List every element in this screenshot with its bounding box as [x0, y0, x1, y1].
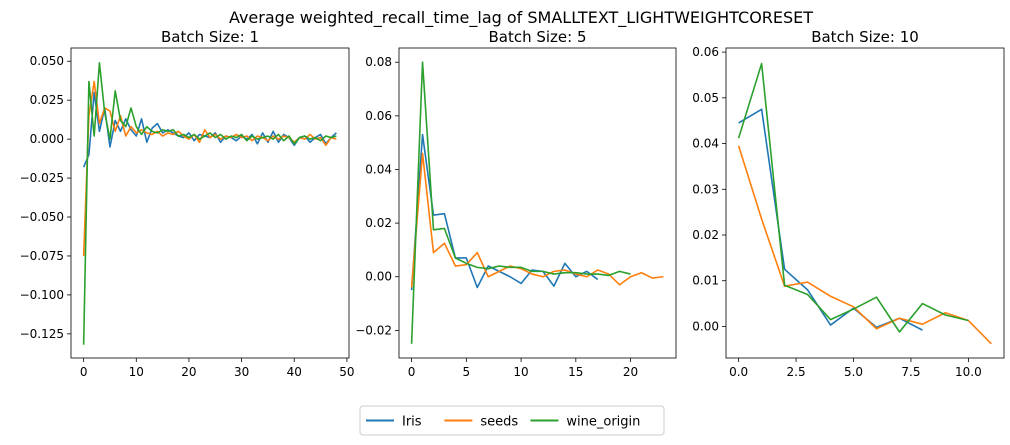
legend-label: Iris — [402, 415, 422, 430]
x-tick-label: 10.0 — [955, 365, 982, 379]
y-tick-label: 0.02 — [692, 228, 719, 242]
subplot-1: Batch Size: 1 0 10 20 30 40 50 −0.125 −0.100 −0.0… — [20, 28, 355, 379]
y-tick-label: −0.075 — [20, 249, 64, 263]
x-tick-label: 7.5 — [901, 365, 920, 379]
legend-item-wine-origin: wine_origin — [530, 415, 640, 430]
y-tick-label: 0.01 — [692, 274, 719, 288]
x-tick-label: 10 — [129, 365, 144, 379]
x-tick-label: 30 — [234, 365, 249, 379]
x-tick-label: 50 — [339, 365, 354, 379]
x-tick-label: 15 — [568, 365, 583, 379]
x-tick-label: 20 — [181, 365, 196, 379]
x-tick-label: 5 — [463, 365, 471, 379]
x-tick-label: 40 — [287, 365, 302, 379]
x-tick-label: 0 — [408, 365, 416, 379]
y-tick-label: −0.050 — [20, 210, 64, 224]
subplot-title: Batch Size: 1 — [161, 28, 259, 46]
y-tick-label: 0.06 — [365, 109, 392, 123]
axes-frame — [398, 47, 677, 359]
x-tick-label: 10 — [513, 365, 528, 379]
y-tick-label: 0.02 — [365, 216, 392, 230]
legend-label: seeds — [480, 415, 518, 430]
series-line-iris — [410, 133, 599, 291]
y-tick-label: 0.050 — [30, 54, 64, 68]
x-tick-label: 2.5 — [787, 365, 806, 379]
y-tick-label: 0.00 — [365, 270, 392, 284]
y-tick-label: −0.025 — [20, 171, 64, 185]
y-tick-label: −0.02 — [355, 323, 392, 337]
x-tick-label: 5.0 — [844, 365, 863, 379]
x-tick-label: 0.0 — [729, 365, 748, 379]
y-tick-label: −0.100 — [20, 288, 64, 302]
y-tick-label: 0.03 — [692, 182, 719, 196]
y-tick-label: −0.125 — [20, 327, 64, 341]
series-line-wine-origin — [410, 61, 631, 344]
y-tick-label: 0.08 — [365, 55, 392, 69]
series-group — [737, 62, 992, 345]
series-group — [410, 61, 664, 344]
series-group — [82, 61, 337, 345]
figure-title: Average weighted_recall_time_lag of SMAL… — [229, 8, 813, 28]
subplot-title: Batch Size: 5 — [488, 28, 586, 46]
y-tick-label: 0.04 — [365, 162, 392, 176]
subplot-3: Batch Size: 10 0.0 2.5 5.0 7.5 10.0 0.00 0.01 0.… — [692, 28, 1005, 379]
y-tick-label: 0.025 — [30, 93, 64, 107]
y-tick-label: 0.05 — [692, 91, 719, 105]
y-tick-label: 0.04 — [692, 137, 719, 151]
series-line-seeds — [737, 145, 992, 345]
legend-box — [359, 405, 665, 436]
legend-item-seeds: seeds — [444, 415, 518, 430]
subplots: Batch Size: 10 10 20 30 40 50−0.125−0.100−0.0… — [20, 28, 1005, 379]
y-tick-label: 0.000 — [30, 132, 64, 146]
subplot-title: Batch Size: 10 — [811, 28, 919, 46]
series-line-wine-origin — [82, 61, 337, 345]
series-line-iris — [82, 91, 337, 168]
legend: Iris seeds wine_origin — [359, 405, 665, 436]
series-line-seeds — [410, 152, 664, 288]
axes-frame — [725, 47, 1005, 359]
legend-item-iris: Iris — [366, 415, 422, 430]
y-tick-label: 0.00 — [692, 319, 719, 333]
series-line-wine-origin — [737, 62, 969, 333]
axes-frame — [70, 47, 350, 359]
legend-label: wine_origin — [566, 415, 640, 430]
subplot-2: Batch Size: 5 0 5 10 15 20 −0.02 0.00 0.02 0.04 0.… — [355, 28, 677, 379]
y-tick-label: 0.06 — [692, 45, 719, 59]
series-line-seeds — [82, 80, 337, 256]
x-tick-label: 0 — [80, 365, 88, 379]
x-tick-label: 20 — [623, 365, 638, 379]
